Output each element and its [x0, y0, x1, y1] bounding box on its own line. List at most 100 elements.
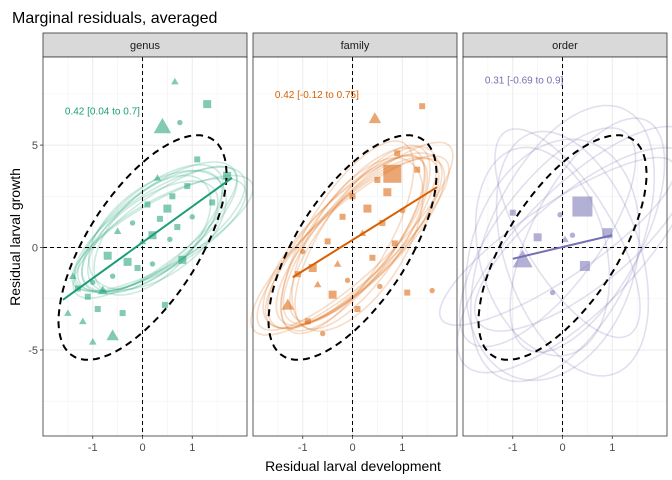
data-point-square [119, 310, 126, 317]
data-point-triangle [69, 272, 77, 280]
point-group [509, 196, 613, 296]
data-point-triangle [281, 298, 295, 310]
data-point-square [161, 301, 168, 308]
trend-line [62, 177, 233, 301]
facet-panel-order: order 0.31 [-0.69 to 0.9] [438, 32, 672, 437]
panel-border [42, 56, 248, 437]
point-group [281, 103, 435, 337]
trend-line [512, 234, 613, 260]
y-tick-label: -5 [28, 345, 38, 357]
uncertainty-ellipse [282, 145, 438, 325]
data-point-triangle [171, 77, 179, 85]
data-point-triangle [313, 280, 322, 288]
y-axis-title: Residual larval growth [7, 168, 23, 306]
chart-title: Marginal residuals, averaged [12, 10, 217, 27]
uncertainty-ellipse [438, 156, 672, 326]
data-point-circle [300, 248, 306, 255]
data-point-square [134, 265, 141, 272]
data-point-square [394, 150, 401, 157]
data-point-square [84, 293, 91, 300]
data-point-circle [344, 277, 351, 284]
data-point-circle [167, 236, 173, 243]
data-point-square [223, 171, 232, 180]
data-point-square [94, 305, 101, 312]
facet-strip-label: family [341, 40, 370, 52]
data-point-square [174, 224, 181, 231]
data-point-square [533, 233, 542, 242]
data-point-square [404, 289, 411, 296]
facet-strip-label: genus [130, 40, 160, 52]
data-point-square [363, 204, 372, 213]
data-point-square [328, 290, 337, 299]
data-point-triangle [512, 249, 533, 268]
x-tick-label: 0 [139, 442, 145, 454]
facet-strip [462, 32, 668, 58]
ellipse-group [250, 140, 454, 336]
data-point-square [354, 305, 361, 312]
data-point-circle [189, 214, 195, 220]
data-point-square [379, 219, 386, 226]
uncertainty-ellipse [262, 152, 443, 329]
data-point-triangle [113, 227, 122, 234]
data-point-circle [129, 220, 136, 226]
data-point-square [572, 196, 593, 217]
correlation-annotation: 0.31 [-0.69 to 0.9] [485, 76, 564, 87]
data-point-square [103, 251, 112, 260]
panels-layer: genus 0.42 [0.04 to 0.7] family 0.42 [-0.12… [42, 32, 672, 437]
uncertainty-ellipse [275, 156, 440, 327]
data-point-square [308, 264, 317, 273]
data-point-square [203, 100, 212, 109]
data-point-circle [377, 283, 383, 290]
data-point-triangle [97, 285, 108, 295]
data-point-triangle [368, 112, 382, 124]
correlation-annotation: 0.42 [0.04 to 0.7] [65, 106, 140, 117]
data-point-square [194, 156, 201, 163]
data-point-square [339, 213, 346, 220]
panel-background [43, 57, 247, 436]
data-point-square [184, 183, 191, 190]
data-point-square [163, 204, 172, 213]
x-tick-label: -1 [88, 442, 98, 454]
x-tick-label: 1 [189, 442, 195, 454]
data-point-square [349, 193, 356, 200]
overall-ellipse [57, 134, 228, 361]
data-point-circle [177, 119, 183, 126]
data-point-triangle [333, 260, 342, 267]
data-point-square [414, 166, 421, 173]
y-tick-label: 0 [32, 243, 38, 255]
uncertainty-ellipse [474, 146, 611, 357]
correlation-annotation: 0.42 [-0.12 to 0.75] [275, 90, 359, 101]
uncertainty-ellipse [86, 169, 223, 293]
uncertainty-ellipse [473, 146, 672, 332]
uncertainty-ellipse [294, 144, 431, 330]
overall-ellipse [267, 134, 438, 361]
uncertainty-ellipse [458, 127, 637, 348]
facet-strip [252, 32, 458, 58]
data-point-square [383, 164, 402, 183]
x-tick-label: 1 [399, 442, 405, 454]
data-point-square [391, 240, 398, 247]
panel-background [253, 57, 457, 436]
data-point-circle [90, 279, 96, 286]
data-point-square [304, 318, 311, 325]
data-point-circle [429, 287, 435, 294]
data-point-square [324, 238, 331, 245]
data-point-square [169, 193, 176, 200]
data-point-square [374, 176, 381, 183]
x-tick-label: -1 [298, 442, 308, 454]
uncertainty-ellipse [456, 125, 672, 374]
data-point-square [144, 201, 151, 208]
ellipse-group [438, 104, 672, 383]
uncertainty-ellipse [93, 174, 212, 296]
panel-border [462, 56, 668, 437]
x-tick-label: -1 [508, 442, 518, 454]
uncertainty-ellipse [289, 154, 426, 323]
facet-strip-label: order [552, 40, 578, 52]
data-point-square [419, 103, 426, 110]
data-point-circle [149, 261, 156, 267]
data-point-circle [569, 232, 576, 238]
uncertainty-ellipse [72, 165, 238, 299]
uncertainty-ellipse [264, 157, 446, 330]
uncertainty-ellipse [81, 163, 224, 293]
